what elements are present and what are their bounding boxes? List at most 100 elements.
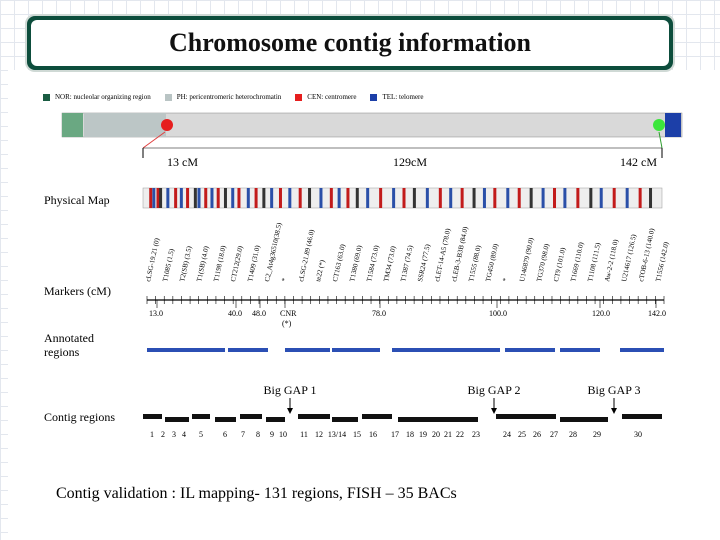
- contig-bar: [215, 417, 236, 422]
- marker-label: TG450 (89.0): [484, 242, 500, 282]
- scale-labels: 13.0 40.0 48.0 CNR(*) 78.0 100.0 120.0 142.0: [149, 300, 666, 328]
- contig-number: 17: [391, 430, 399, 439]
- title-frame: Chromosome contig information: [25, 14, 675, 72]
- marker-labels: cLSG-19.21 (0) T1085 (1.5) T2(SB) (3.5) T1(…: [144, 221, 670, 282]
- physical-map-band: [204, 188, 208, 208]
- physical-map-band: [638, 188, 642, 208]
- scale-label: 40.0: [228, 309, 242, 318]
- page-title: Chromosome contig information: [31, 20, 669, 66]
- scale-label: (*): [282, 319, 292, 328]
- legend-swatch-tel: [370, 93, 378, 101]
- physical-map-band: [319, 188, 323, 208]
- marker-label: U146879 (90.0): [518, 236, 535, 282]
- contig-number: 29: [593, 430, 601, 439]
- scale-label: CNR: [280, 309, 297, 318]
- annotated-region-bar: [505, 348, 555, 352]
- contig-regions-label: Contig regions: [44, 410, 115, 424]
- contig-number: 4: [182, 430, 186, 439]
- marker-label: CT9 (101.0): [552, 246, 567, 282]
- gap-label: Big GAP 2: [468, 383, 521, 397]
- contig-number: 28: [569, 430, 577, 439]
- physical-map-band: [216, 188, 220, 208]
- legend-item-ph: PH: pericentromeric heterochromatin: [164, 93, 281, 101]
- physical-map-band: [262, 188, 266, 208]
- contig-number: 1: [150, 430, 154, 439]
- contig-bar: [240, 414, 262, 419]
- contig-numbers: 1 2 3 4 5 6 7 8 9 10 11 12 13/14 15 16 17 18 19 20 21 22 23 24…: [150, 430, 642, 439]
- marker-label: T1(SB) (4.0): [195, 245, 210, 283]
- physical-map-band: [152, 188, 156, 208]
- markers-axis-ticks: [146, 296, 665, 304]
- legend-item-tel: TEL: telomere: [370, 93, 424, 101]
- physical-map-band: [237, 188, 241, 208]
- contig-bar: [398, 417, 478, 422]
- contig-number: 19: [419, 430, 427, 439]
- marker-label: SSR24 (77.5): [416, 243, 432, 283]
- annotated-region-bar: [228, 348, 268, 352]
- contig-number: 8: [256, 430, 260, 439]
- contig-number: 7: [241, 430, 245, 439]
- physical-map-band: [355, 188, 359, 208]
- physical-map-band: [402, 188, 406, 208]
- contig-number: 16: [369, 430, 377, 439]
- physical-map-band: [308, 188, 312, 208]
- physical-map-band: [149, 188, 153, 208]
- physical-map-band: [329, 188, 333, 208]
- contig-number: 3: [172, 430, 176, 439]
- physical-map-band: [197, 188, 201, 208]
- contig-number: 5: [199, 430, 203, 439]
- left-position-label: 13 cM: [167, 155, 198, 169]
- physical-map-band: [625, 188, 629, 208]
- physical-map-band: [159, 188, 163, 208]
- annotated-region-bar: [560, 348, 600, 352]
- marker-label: te22 (*): [314, 259, 327, 283]
- physical-map-band: [553, 188, 557, 208]
- physical-map-band: [493, 188, 497, 208]
- ph-region: [84, 113, 166, 137]
- zoom-line-left: [142, 131, 166, 149]
- physical-map-band: [576, 188, 580, 208]
- physical-map-band: [166, 188, 170, 208]
- marker-label: T1555 (88.0): [467, 244, 483, 282]
- marker-label: *: [501, 277, 510, 283]
- physical-map-band: [649, 188, 653, 208]
- contig-bars: [143, 414, 662, 422]
- marker-label: T1085 (1.5): [161, 247, 176, 282]
- contig-bar: [560, 417, 608, 422]
- physical-map-band: [379, 188, 383, 208]
- physical-map-band: [472, 188, 476, 208]
- legend-item-cen: CEN: centromere: [295, 93, 356, 101]
- marker-label: cLSG-21.89 (46.0): [297, 228, 316, 282]
- marker-label: T1198 (18.0): [212, 244, 228, 282]
- physical-map-band: [589, 188, 593, 208]
- marker-label: CT212(29.0): [229, 245, 245, 283]
- scale-label: 142.0: [648, 309, 666, 318]
- nor-region: [62, 113, 83, 137]
- gap-labels: Big GAP 1 Big GAP 2 Big GAP 3: [264, 383, 640, 414]
- physical-map-band: [366, 188, 370, 208]
- scale-label: 48.0: [252, 309, 266, 318]
- marker-label: cLSG-19.21 (0): [144, 237, 161, 283]
- contig-number: 21: [444, 430, 452, 439]
- marker-label: T1409 (31.0): [246, 244, 262, 282]
- annotated-region-bar: [392, 348, 500, 352]
- legend-swatch-nor: [43, 93, 50, 101]
- annotated-region-bar: [285, 348, 330, 352]
- physical-map-band: [223, 188, 227, 208]
- marker-label: cLEB-3-B3B (84.0): [450, 225, 470, 282]
- physical-map-band: [482, 188, 486, 208]
- contig-bar: [165, 417, 189, 422]
- mid-position-label: 129cM: [393, 155, 427, 169]
- physical-map-band: [541, 188, 545, 208]
- contig-number: 26: [533, 430, 541, 439]
- marker-label: C2_At4g36510(38.5): [263, 221, 283, 282]
- zoom-line-right: [658, 131, 663, 149]
- contig-number: 13/14: [328, 430, 346, 439]
- contig-number: 22: [456, 430, 464, 439]
- physical-map-band: [460, 188, 464, 208]
- physical-map-band: [412, 188, 416, 208]
- contig-number: 24: [503, 430, 511, 439]
- scale-label: 100.0: [489, 309, 507, 318]
- physical-map-band: [246, 188, 250, 208]
